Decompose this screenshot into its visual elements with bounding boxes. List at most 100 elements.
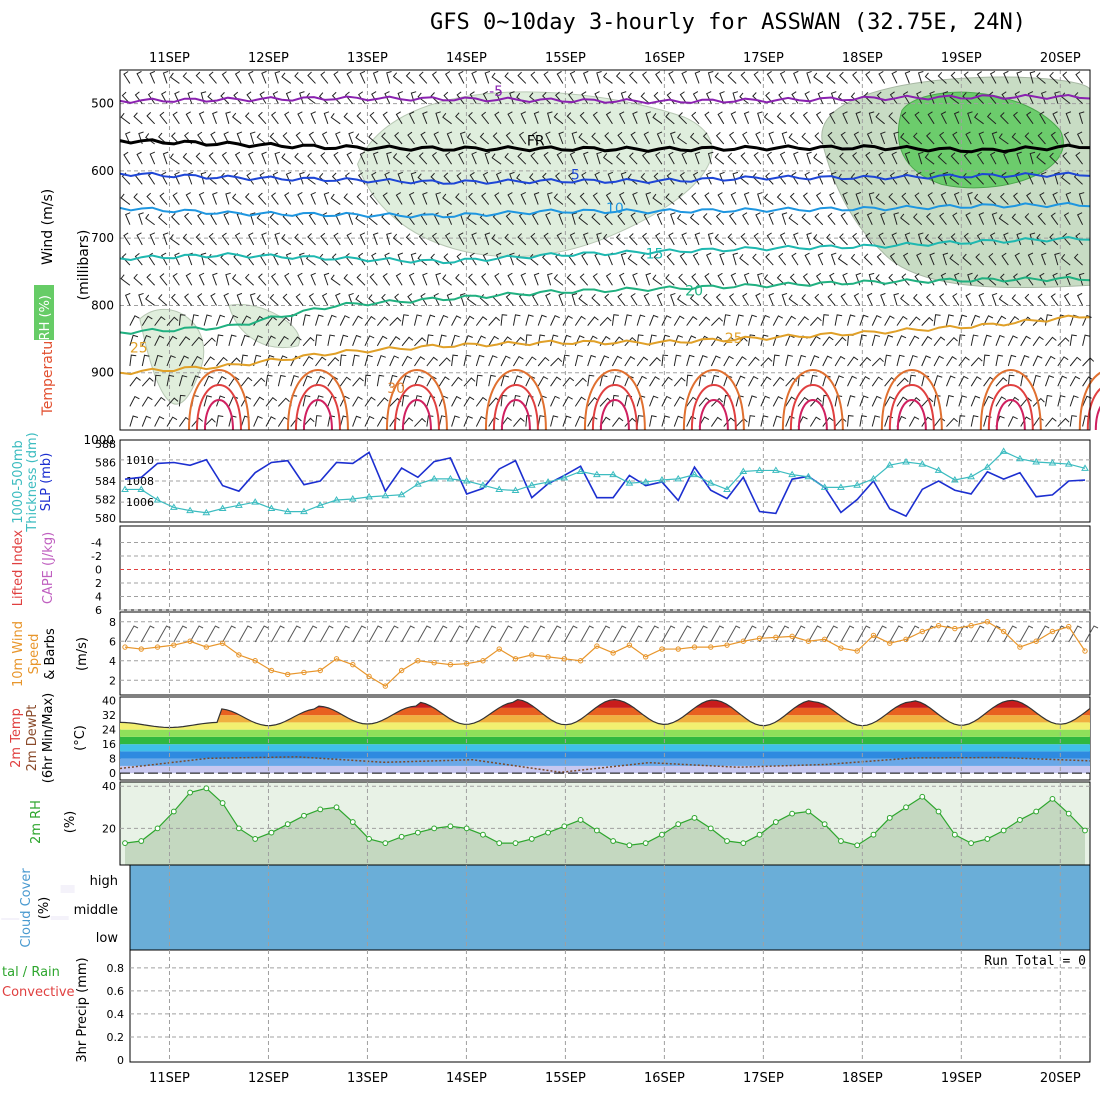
wind-barb — [315, 395, 324, 407]
wind-barb — [550, 415, 559, 427]
wind-barb — [327, 314, 337, 326]
wind-barb — [359, 232, 366, 246]
isotherm-30-lobe — [979, 369, 1042, 431]
wind-barb — [154, 374, 161, 387]
wind-barb — [281, 72, 292, 84]
isotherm-30-lobe — [302, 399, 333, 431]
rh-marker — [935, 808, 942, 815]
wind-barb — [459, 292, 466, 306]
wind-barb — [641, 152, 650, 165]
wind-barb — [611, 355, 623, 367]
wind-barb — [344, 172, 353, 185]
wind-barb — [145, 213, 155, 226]
mid-cloud-bar — [1, 918, 20, 920]
wind-barb — [781, 212, 788, 225]
wind-barb — [297, 111, 304, 125]
wind-barb — [420, 131, 428, 145]
wind-barb — [265, 354, 275, 367]
wind-barb — [537, 314, 547, 326]
temp-tick-label: 8 — [109, 753, 116, 766]
surface-wind-barb — [677, 625, 692, 643]
wind-barb — [1075, 71, 1083, 84]
wind-barb — [908, 354, 918, 367]
date-label-bottom: 17SEP — [743, 1071, 784, 1086]
wind-barb — [1052, 272, 1059, 286]
wind-barb — [578, 294, 588, 306]
wind-barb — [989, 151, 997, 165]
surface-wind-barb — [352, 625, 367, 643]
wind-barb — [248, 151, 255, 165]
wind-barb — [216, 356, 228, 367]
date-label-top: 15SEP — [545, 51, 586, 66]
isotherm-30-lobe — [393, 384, 440, 431]
wind-barb — [829, 111, 836, 125]
label-rh: RH (%) — [38, 295, 53, 340]
wind-barb — [740, 71, 749, 84]
wind-barb — [418, 233, 428, 246]
date-label-bottom: 16SEP — [644, 1071, 685, 1086]
wind-barb — [1050, 212, 1059, 226]
wind-barb — [384, 252, 391, 266]
surface-wind-barb — [515, 625, 529, 643]
isotherm-p5 — [119, 171, 1091, 185]
wind-barb — [481, 192, 490, 205]
wind-barb — [310, 272, 316, 286]
wind-barb — [550, 395, 560, 407]
wind-barb — [216, 314, 226, 326]
wind-barb — [801, 294, 811, 306]
rh-marker — [528, 836, 535, 842]
wind-speed-marker — [968, 622, 974, 629]
surface-wind-barb — [1035, 625, 1050, 643]
wind-barb — [868, 111, 875, 124]
surface-wind-barb — [254, 625, 269, 643]
wind-barb — [1073, 253, 1083, 266]
wind-barb — [494, 272, 502, 286]
wind-barb — [574, 354, 583, 367]
wind-barb — [1016, 70, 1022, 84]
wind-barb — [294, 72, 304, 84]
wind-barb — [382, 192, 391, 205]
rh-marker — [724, 838, 730, 844]
wind-barb — [1057, 356, 1069, 367]
slp-marker — [690, 470, 699, 478]
wind-barb — [788, 133, 799, 145]
slp-marker — [446, 474, 455, 482]
wind-barb — [401, 375, 411, 387]
wind-barb — [914, 111, 923, 125]
wind-barb — [1050, 293, 1059, 306]
slp-marker — [251, 498, 260, 505]
wind-barb — [913, 213, 923, 226]
wind-barb — [958, 415, 966, 427]
wind-barb — [414, 356, 425, 367]
wind-barb — [277, 355, 288, 367]
wind-barb — [809, 416, 821, 427]
wind-barb — [505, 131, 514, 145]
wind-barb — [641, 232, 650, 246]
wind-barb — [604, 212, 613, 226]
wind-barb — [834, 355, 846, 367]
wind-barb — [668, 232, 675, 246]
wind-barb — [902, 252, 910, 266]
wind-barb — [408, 111, 415, 125]
wind-barb — [785, 415, 795, 427]
wind-barb — [525, 314, 534, 326]
wind-barb — [397, 91, 403, 104]
temp-band — [120, 736, 1090, 745]
wind-barb — [195, 71, 205, 84]
surface-wind-barb — [905, 625, 920, 643]
wind-barb — [442, 112, 452, 125]
wind-barb — [679, 91, 688, 104]
wind-barb — [491, 234, 502, 246]
wind-barb — [900, 132, 910, 145]
li-tick-label: 0 — [95, 564, 102, 577]
wind-barb — [1082, 334, 1091, 346]
wind-barb — [793, 70, 799, 84]
wind-barb — [698, 355, 708, 367]
wind-barb — [233, 91, 242, 104]
isotherm-30-lobe — [690, 384, 737, 431]
rh-marker — [349, 819, 356, 825]
wind-barb — [504, 152, 514, 165]
rh-marker — [789, 810, 796, 817]
wind-barb — [1078, 272, 1085, 286]
wind-barb — [1069, 334, 1077, 346]
